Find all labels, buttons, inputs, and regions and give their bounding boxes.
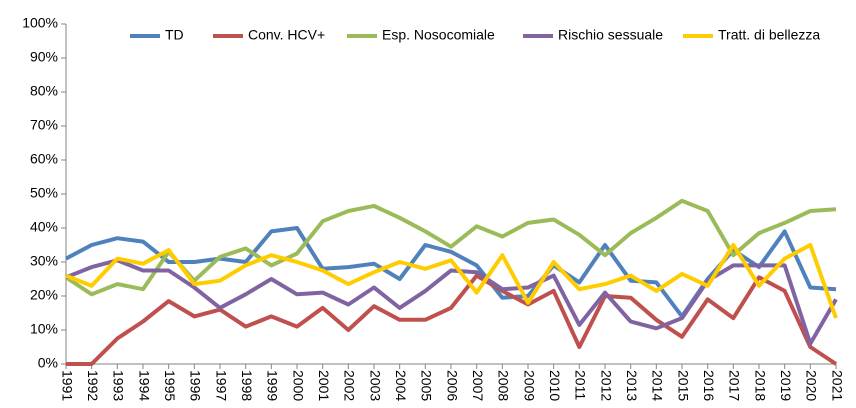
- x-tick-label: 2021: [829, 370, 845, 401]
- x-tick-label: 2015: [675, 370, 691, 401]
- y-tick-label: 10%: [30, 321, 58, 337]
- x-tick-label: 2001: [316, 370, 332, 401]
- legend-label: Conv. HCV+: [248, 27, 325, 43]
- x-tick-label: 1998: [239, 370, 255, 401]
- y-tick-label: 30%: [30, 253, 58, 269]
- y-tick-label: 90%: [30, 49, 58, 65]
- x-tick-label: 2010: [547, 370, 563, 401]
- y-tick-label: 70%: [30, 117, 58, 133]
- x-tick-label: 2000: [290, 370, 306, 401]
- x-tick-label: 2018: [752, 370, 768, 401]
- x-tick-label: 2002: [342, 370, 358, 401]
- legend-label: Rischio sessuale: [558, 27, 663, 43]
- x-tick-label: 1992: [85, 370, 101, 401]
- x-tick-label: 2020: [804, 370, 820, 401]
- x-tick-label: 2004: [393, 370, 409, 401]
- y-tick-label: 100%: [22, 15, 58, 31]
- x-tick-label: 2007: [470, 370, 486, 401]
- series-line: [65, 258, 838, 346]
- x-tick-label: 1993: [111, 370, 127, 401]
- x-tick-label: 2003: [367, 370, 383, 401]
- legend-label: Tratt. di bellezza: [718, 27, 820, 43]
- x-tick-label: 2008: [496, 370, 512, 401]
- y-tick-label: 20%: [30, 287, 58, 303]
- y-tick-label: 40%: [30, 219, 58, 235]
- y-tick-label: 0%: [38, 355, 58, 371]
- x-tick-label: 1991: [59, 370, 75, 401]
- x-tick-label: 2009: [521, 370, 537, 401]
- x-tick-label: 1994: [136, 370, 152, 401]
- x-tick-label: 1996: [188, 370, 204, 401]
- x-tick-label: 2011: [573, 370, 589, 400]
- y-tick-label: 60%: [30, 151, 58, 167]
- x-tick-label: 2006: [444, 370, 460, 401]
- x-tick-label: 2012: [598, 370, 614, 401]
- x-tick-label: 1995: [162, 370, 178, 401]
- series-line: [66, 273, 838, 366]
- x-tick-label: 2019: [778, 370, 794, 401]
- y-tick-label: 80%: [30, 83, 58, 99]
- legend-label: TD: [165, 27, 184, 43]
- y-tick-label: 50%: [30, 185, 58, 201]
- x-tick-label: 2016: [701, 370, 717, 401]
- x-tick-label: 2014: [650, 370, 666, 401]
- series-line: [65, 243, 838, 319]
- series-line: [64, 198, 837, 297]
- x-tick-label: 2017: [727, 370, 743, 401]
- x-tick-label: 2013: [624, 370, 640, 401]
- x-tick-label: 2005: [419, 370, 435, 401]
- legend-label: Esp. Nosocomiale: [382, 27, 495, 43]
- x-tick-label: 1997: [213, 370, 229, 401]
- x-tick-label: 1999: [265, 370, 281, 401]
